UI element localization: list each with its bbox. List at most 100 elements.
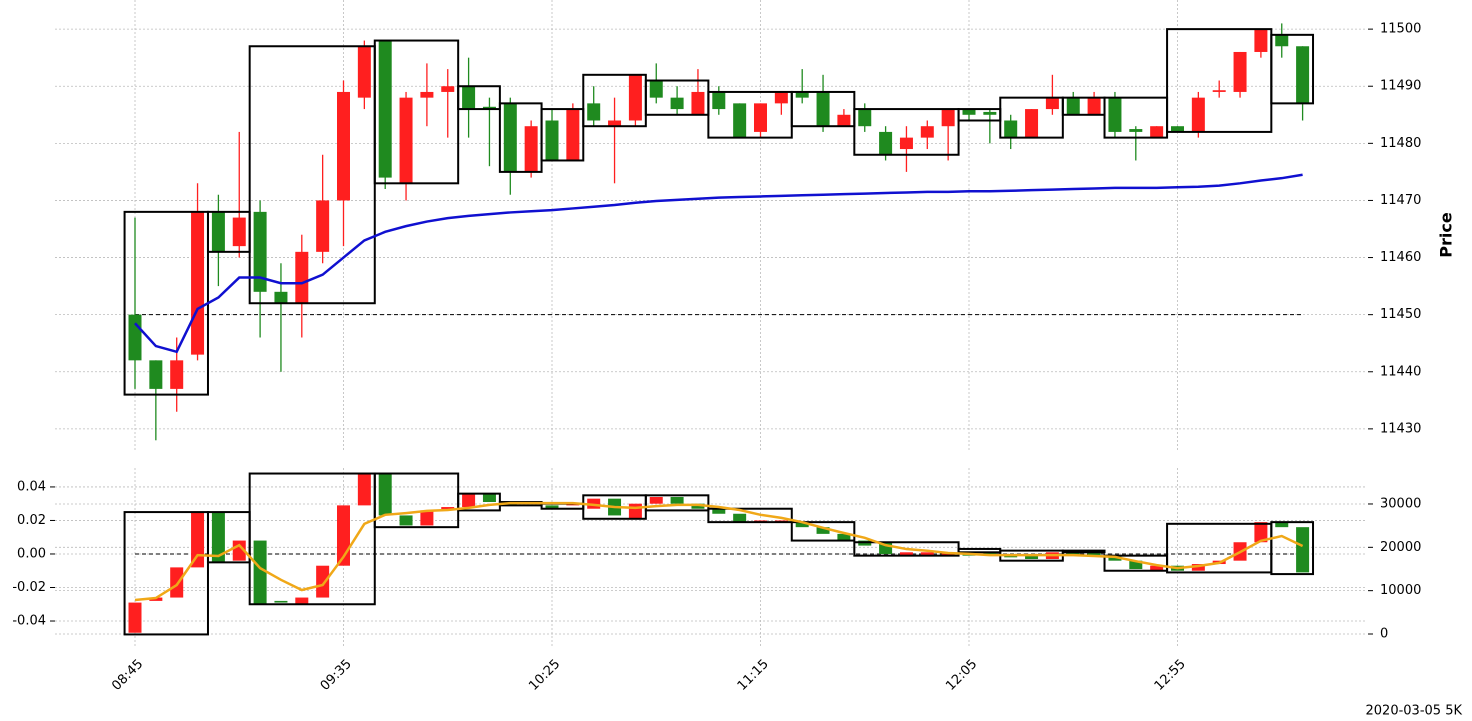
- candle-body: [1150, 126, 1164, 138]
- candle-body: [628, 503, 642, 519]
- candle-body: [920, 126, 934, 138]
- candle-body: [420, 510, 434, 526]
- candle-body: [253, 540, 267, 605]
- candle-body: [816, 91, 830, 127]
- footnote: 2020-03-05 5K: [1366, 704, 1463, 719]
- y-tick-label: 0.00: [17, 546, 46, 561]
- candle-body: [191, 512, 205, 568]
- indicator-line: [134, 501, 1304, 602]
- candle-body: [128, 602, 142, 633]
- y-tick-label: 11440: [1380, 364, 1421, 379]
- y-tick-label: 11450: [1380, 307, 1421, 322]
- candle-body: [1108, 555, 1122, 561]
- candle-body: [920, 552, 934, 556]
- y2-tick-label: 0: [1380, 627, 1388, 642]
- candle-body: [1254, 29, 1268, 52]
- candle-body: [670, 97, 684, 110]
- range-box: [1270, 521, 1315, 576]
- candle-body: [545, 120, 559, 161]
- range-box: [373, 39, 460, 185]
- candle-body: [1108, 97, 1122, 132]
- candle-body: [858, 109, 872, 127]
- candle-body: [316, 565, 330, 598]
- range-box: [248, 45, 376, 305]
- candle-body: [399, 515, 413, 526]
- candle-body: [587, 103, 601, 121]
- candle-body: [1191, 97, 1205, 132]
- candle-body: [482, 106, 496, 110]
- range-box: [999, 96, 1064, 139]
- candle-body: [879, 542, 893, 554]
- candle-body: [795, 91, 809, 98]
- range-box: [1061, 549, 1106, 554]
- candle-body: [649, 496, 663, 504]
- candle-body: [1129, 560, 1143, 570]
- y-tick-label: 0.04: [17, 479, 46, 494]
- candle-body: [441, 86, 455, 92]
- range-box: [248, 472, 376, 606]
- candle-body: [899, 137, 913, 150]
- candle-body: [378, 40, 392, 178]
- y-tick-label: 11490: [1380, 79, 1421, 94]
- candle-body: [253, 211, 267, 292]
- candle-body: [482, 493, 496, 503]
- candle-body: [1296, 527, 1310, 573]
- candle-body: [357, 473, 371, 506]
- candle-body: [1296, 46, 1310, 104]
- x-tick-label: 12:05: [943, 657, 980, 694]
- candle-body: [712, 91, 726, 110]
- y-tick-label: 0.02: [17, 513, 46, 528]
- range-box: [123, 511, 209, 636]
- y-tick-label: 11500: [1380, 22, 1421, 37]
- candle-body: [1004, 120, 1018, 138]
- candle-body: [462, 86, 476, 110]
- range-box: [707, 507, 793, 524]
- candle-body: [191, 211, 205, 355]
- candle-body: [1150, 565, 1164, 571]
- candle-body: [337, 91, 350, 201]
- candle-body: [503, 103, 517, 172]
- moving-average-line: [134, 173, 1303, 354]
- candle-body: [816, 527, 830, 534]
- range-box: [457, 85, 501, 111]
- range-box: [853, 108, 960, 156]
- candle-body: [1233, 51, 1247, 92]
- y-tick-label: 11430: [1380, 421, 1421, 436]
- y-tick-label: 11460: [1380, 250, 1421, 265]
- candle-body: [628, 74, 642, 121]
- candle-body: [691, 503, 705, 509]
- candle-body: [1066, 97, 1080, 115]
- candle-body: [1025, 109, 1039, 138]
- candle-body: [1212, 90, 1226, 92]
- candle-body: [441, 507, 455, 511]
- y-tick-label: 11470: [1380, 193, 1421, 208]
- y-tick-label: 11480: [1380, 136, 1421, 151]
- candle-body: [211, 512, 225, 563]
- candle-body: [1129, 129, 1143, 132]
- candle-body: [295, 251, 309, 304]
- candle-body: [962, 109, 976, 115]
- candle-body: [1087, 552, 1101, 556]
- candle-body: [149, 360, 163, 389]
- candle-body: [357, 46, 371, 98]
- y-tick-label: -0.02: [12, 580, 46, 595]
- range-box: [644, 494, 710, 512]
- y-tick-label: -0.04: [12, 614, 46, 629]
- candle-body: [691, 91, 705, 115]
- candle-body: [774, 91, 788, 104]
- candle-body: [733, 513, 747, 523]
- candle-body: [232, 217, 246, 247]
- candle-body: [983, 111, 997, 115]
- candle-body: [1275, 34, 1289, 47]
- candle-body: [170, 360, 184, 389]
- x-tick-label: 11:15: [735, 657, 772, 694]
- candle-body: [274, 291, 288, 304]
- candle-body: [128, 314, 142, 361]
- y-axis-label: Price: [1437, 212, 1456, 258]
- candle-body: [1087, 97, 1101, 115]
- candle-body: [211, 211, 225, 252]
- candle-body: [795, 522, 809, 528]
- x-tick-label: 12:55: [1152, 657, 1189, 694]
- x-tick-label: 08:45: [109, 657, 146, 694]
